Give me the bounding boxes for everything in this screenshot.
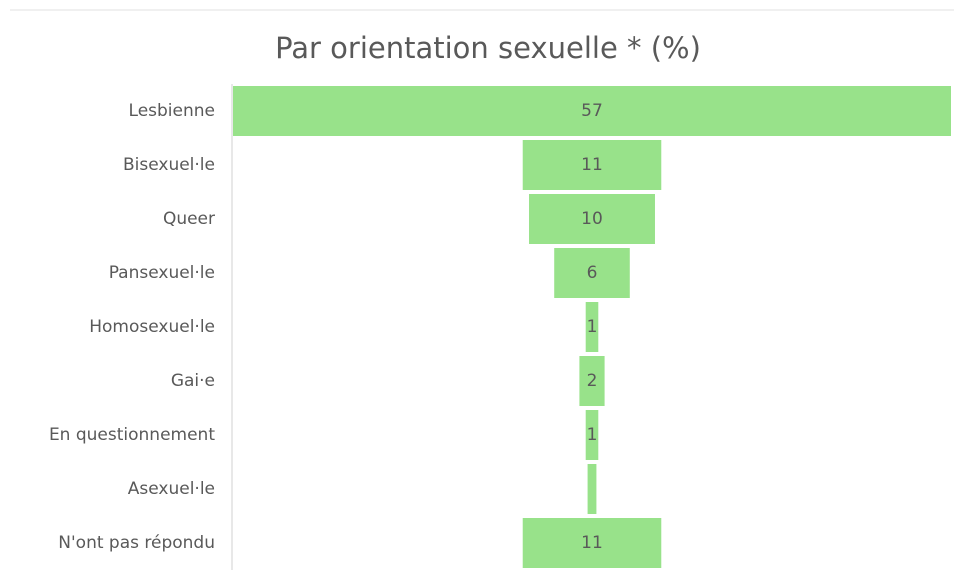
bar	[585, 302, 599, 352]
category-label: Pansexuel·le	[109, 263, 215, 283]
bar	[585, 410, 599, 460]
data-label: 1	[587, 317, 598, 337]
data-label: 11	[581, 155, 603, 175]
bar	[522, 518, 662, 568]
data-label: 1	[587, 425, 598, 445]
data-label: 10	[581, 209, 603, 229]
category-label: Lesbienne	[129, 101, 215, 121]
category-label: Bisexuel·le	[123, 155, 215, 175]
category-label: Homosexuel·le	[89, 317, 215, 337]
category-label: En questionnement	[49, 425, 215, 445]
bar	[522, 140, 662, 190]
data-label: 2	[587, 371, 598, 391]
data-label: 6	[587, 263, 598, 283]
category-label: Gai·e	[171, 371, 215, 391]
bar	[587, 464, 597, 514]
bar	[529, 194, 655, 244]
category-label: N'ont pas répondu	[58, 533, 215, 553]
data-label: 11	[581, 533, 603, 553]
bar	[554, 248, 630, 298]
chart-title: Par orientation sexuelle * (%)	[275, 31, 701, 65]
category-label: Asexuel·le	[128, 479, 215, 499]
bar	[233, 86, 951, 136]
category-label: Queer	[163, 209, 215, 229]
bar	[579, 356, 605, 406]
data-label: 57	[581, 101, 603, 121]
